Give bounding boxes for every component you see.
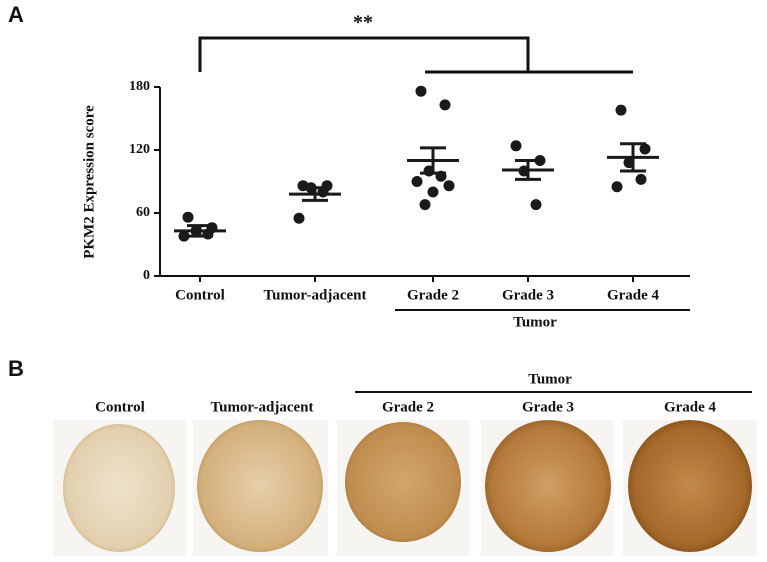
image-label: Grade 2 (382, 399, 434, 415)
tissue-core (197, 420, 323, 552)
group-label: Tumor (513, 314, 557, 330)
data-point (411, 176, 423, 187)
data-point (530, 199, 542, 211)
x-tick-label: Control (175, 287, 225, 303)
x-tick-label: Grade 4 (607, 287, 660, 303)
y-tick-label: 0 (143, 268, 150, 283)
data-point (419, 199, 431, 211)
image-label: Grade 3 (522, 399, 574, 415)
y-axis-label: PKM2 Expression score (81, 105, 97, 259)
panel-label: A (8, 2, 24, 27)
y-tick-label: 120 (129, 142, 150, 157)
y-tick-label: 180 (129, 79, 150, 94)
image-label: Tumor-adjacent (210, 399, 313, 415)
data-point (178, 230, 190, 242)
data-point (639, 143, 651, 155)
data-point (182, 211, 194, 223)
data-point (510, 140, 522, 152)
data-point (635, 173, 647, 185)
x-tick-label: Tumor-adjacent (263, 287, 366, 303)
tissue-core (345, 422, 461, 542)
data-point (615, 104, 627, 116)
group-label: Tumor (528, 371, 572, 387)
data-point (443, 180, 455, 192)
data-point (415, 85, 427, 97)
significance-bracket (198, 36, 633, 74)
tissue-core (485, 420, 611, 552)
tissue-images (53, 420, 757, 556)
data-point (611, 181, 623, 193)
tissue-core (628, 420, 752, 552)
image-label: Control (95, 399, 145, 415)
data-point (427, 186, 439, 198)
x-tick-label: Grade 3 (502, 287, 554, 303)
image-label: Grade 4 (664, 399, 717, 415)
data-point (439, 99, 451, 111)
tissue-core (63, 424, 175, 552)
panel-label: B (8, 356, 24, 381)
x-tick-label: Grade 2 (407, 287, 459, 303)
data-point (293, 212, 305, 224)
significance: ** (353, 12, 373, 34)
y-tick-label: 60 (136, 205, 150, 220)
